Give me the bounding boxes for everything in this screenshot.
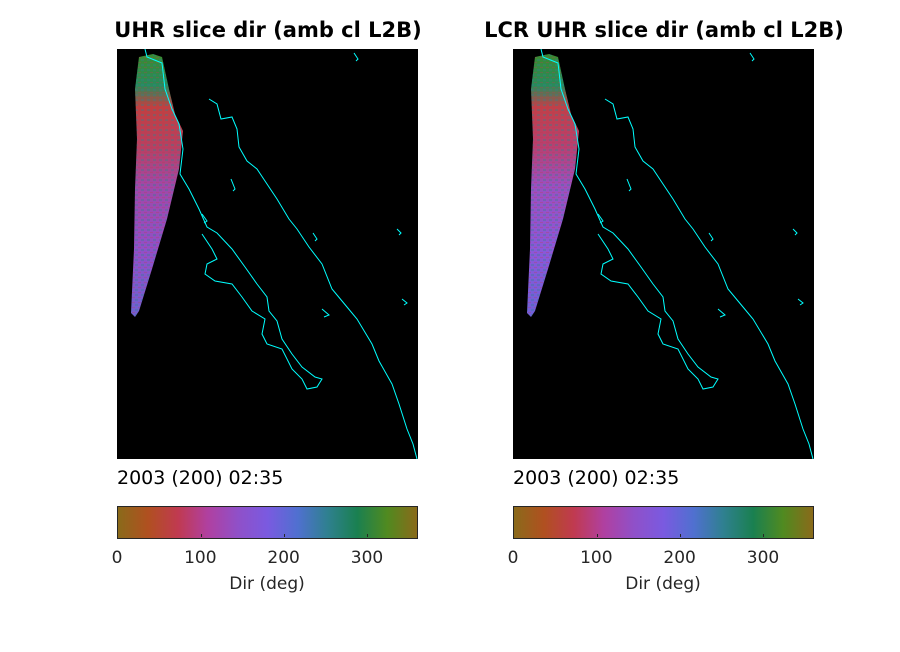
coastline-island (201, 213, 208, 224)
coastline-island (396, 228, 402, 236)
colorbar-tick-label: 0 (111, 548, 123, 568)
panel-2-title: LCR UHR slice dir (amb cl L2B) (484, 18, 844, 42)
coastline-island (749, 52, 755, 62)
colorbar-tick-label: 300 (746, 548, 780, 568)
map-canvas (131, 49, 418, 459)
colorbar-tick-label: 300 (350, 548, 384, 568)
coastline-island (797, 298, 804, 306)
colorbar-tick-label: 100 (184, 548, 217, 568)
coastline-island (792, 228, 798, 236)
coastline-peninsula (540, 49, 719, 390)
coastline-island (597, 213, 604, 224)
colorbar-tick-label: 0 (507, 548, 519, 568)
map-axes-1 (117, 49, 418, 459)
colorbar-tick (367, 534, 369, 537)
coastline-mainland (208, 98, 418, 459)
coastline-peninsula (144, 49, 323, 390)
coastline-island (708, 232, 714, 242)
map-canvas (527, 49, 814, 459)
coastline-island (626, 178, 632, 192)
colorbar-1 (117, 506, 418, 539)
panel-2-timestamp: 2003 (200) 02:35 (513, 467, 680, 489)
colorbar-label: Dir (deg) (625, 574, 701, 594)
colorbar-tick (284, 534, 286, 537)
colorbar-tick (597, 534, 599, 537)
swath-texture (527, 54, 579, 317)
coastline-mainland (604, 98, 814, 459)
colorbar-label: Dir (deg) (229, 574, 305, 594)
coastline-island (717, 308, 726, 318)
coastline-island (401, 298, 408, 306)
colorbar-tick-label: 200 (663, 548, 696, 568)
swath-texture (131, 54, 183, 317)
colorbar-tick-label: 200 (267, 548, 300, 568)
panel-1-title: UHR slice dir (amb cl L2B) (114, 18, 422, 42)
coastline-island (353, 52, 359, 62)
colorbar-tick-label: 100 (580, 548, 613, 568)
coastline-island (321, 308, 330, 318)
coastline-island (312, 232, 318, 242)
panel-1-timestamp: 2003 (200) 02:35 (117, 467, 284, 489)
colorbar-tick (680, 534, 682, 537)
map-axes-2 (513, 49, 814, 459)
coastline-island (230, 178, 236, 192)
colorbar-tick (763, 534, 765, 537)
colorbar-2 (513, 506, 814, 539)
colorbar-tick (201, 534, 203, 537)
